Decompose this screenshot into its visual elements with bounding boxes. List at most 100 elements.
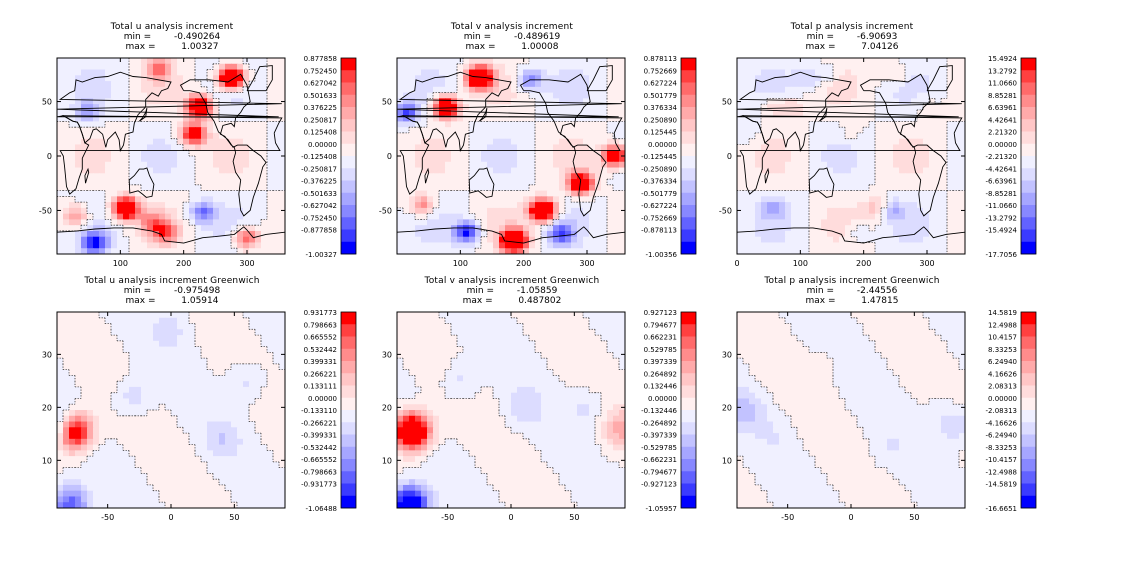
field-cell — [929, 196, 936, 203]
field-cell — [881, 121, 888, 128]
field-cell — [607, 104, 614, 111]
field-cell — [565, 115, 572, 123]
field-cell — [559, 98, 566, 105]
field-cell — [243, 433, 250, 440]
field-cell — [279, 248, 285, 254]
field-cell — [159, 58, 166, 65]
field-cell — [737, 196, 744, 203]
field-cell — [165, 179, 172, 186]
field-cell — [905, 75, 912, 82]
field-cell — [589, 173, 596, 180]
field-cell — [105, 398, 112, 405]
field-cell — [941, 184, 948, 192]
field-cell — [231, 213, 238, 221]
field-cell — [63, 450, 70, 457]
field-cell — [279, 236, 285, 244]
field-cell — [237, 190, 244, 197]
field-cell — [261, 358, 268, 365]
field-cell — [499, 236, 506, 244]
field-cell — [595, 207, 602, 215]
field-cell — [607, 98, 614, 105]
field-cell — [189, 75, 196, 82]
field-cell — [189, 144, 196, 151]
field-cell — [249, 312, 256, 319]
field-cell — [123, 213, 130, 221]
field-cell — [171, 213, 178, 221]
field-cell — [469, 127, 476, 134]
field-cell — [619, 92, 625, 99]
field-cell — [851, 167, 858, 174]
field-cell — [63, 248, 70, 254]
field-cell — [589, 86, 596, 94]
field-cell — [773, 58, 780, 65]
field-cell — [577, 173, 584, 180]
field-cell — [619, 236, 625, 244]
field-cell — [815, 98, 822, 105]
field-cell — [559, 150, 566, 157]
field-cell — [69, 358, 76, 365]
field-cell — [761, 161, 768, 169]
field-cell — [451, 156, 458, 163]
field-cell — [111, 404, 118, 411]
field-cell — [553, 63, 560, 71]
field-cell — [815, 207, 822, 215]
field-cell — [445, 69, 452, 76]
field-cell — [129, 392, 136, 400]
field-cell — [779, 179, 786, 186]
field-cell — [409, 138, 416, 146]
field-cell — [481, 92, 488, 99]
field-cell — [123, 444, 130, 451]
field-cell — [237, 184, 244, 192]
field-cell — [439, 109, 446, 117]
field-cell — [165, 398, 172, 405]
field-cell — [255, 75, 262, 82]
field-cell — [827, 230, 834, 238]
field-cell — [57, 375, 64, 382]
field-cell — [887, 156, 894, 163]
field-cell — [857, 167, 864, 174]
field-cell — [959, 230, 965, 238]
field-cell — [267, 358, 274, 365]
field-cell — [93, 433, 100, 440]
field-cell — [57, 386, 64, 394]
field-cell — [517, 75, 524, 82]
field-cell — [75, 161, 82, 169]
field-cell — [935, 202, 942, 209]
field-cell — [487, 58, 494, 65]
field-cell — [553, 196, 560, 203]
field-cell — [541, 138, 548, 146]
field-cell — [219, 184, 226, 192]
field-cell — [851, 242, 858, 249]
field-cell — [267, 132, 274, 140]
field-cell — [887, 109, 894, 117]
field-cell — [505, 58, 512, 65]
field-cell — [171, 317, 178, 325]
field-cell — [267, 58, 274, 65]
field-cell — [761, 196, 768, 203]
field-cell — [869, 63, 876, 71]
field-cell — [613, 115, 620, 123]
field-cell — [189, 115, 196, 123]
field-cell — [219, 69, 226, 76]
field-cell — [887, 184, 894, 192]
field-cell — [63, 190, 70, 197]
chart-title: Total u analysis increment — [110, 22, 234, 32]
field-cell — [135, 69, 142, 76]
field-cell — [827, 115, 834, 123]
field-cell — [171, 346, 178, 353]
field-cell — [743, 127, 750, 134]
field-cell — [493, 86, 500, 94]
field-cell — [123, 225, 130, 232]
field-cell — [791, 225, 798, 232]
field-cell — [875, 115, 882, 123]
field-cell — [129, 202, 136, 209]
colorbar-label: -0.250817 — [301, 165, 337, 173]
field-cell — [517, 121, 524, 128]
field-cell — [129, 438, 136, 446]
field-cell — [237, 173, 244, 180]
field-cell — [857, 86, 864, 94]
field-cell — [195, 323, 202, 330]
field-cell — [201, 138, 208, 146]
field-cell — [571, 98, 578, 105]
field-cell — [523, 127, 530, 134]
